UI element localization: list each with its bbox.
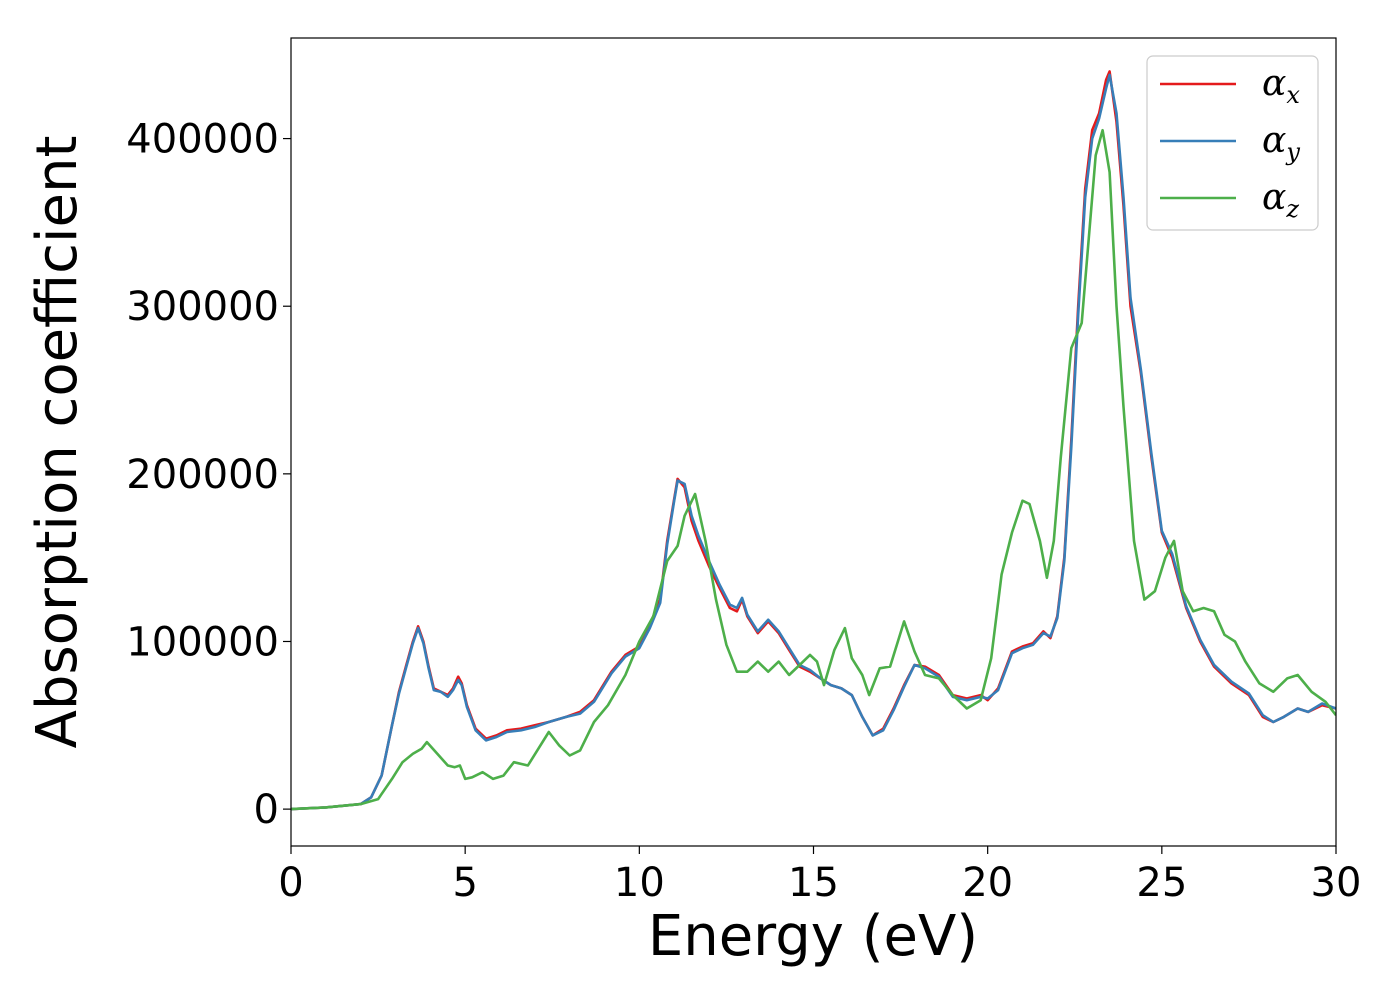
plot-frame: [290, 37, 1337, 847]
legend-label-x: αx: [1262, 63, 1300, 109]
y-tick-label: 100000: [126, 619, 279, 665]
y-tick-label: 200000: [126, 452, 279, 498]
x-tick-label: 20: [962, 860, 1013, 906]
legend-box: [1146, 55, 1319, 231]
x-tick-label: 5: [452, 860, 477, 906]
legend-symbol: α: [1262, 120, 1286, 161]
x-tick-label: 30: [1311, 860, 1362, 906]
legend-subscript: x: [1286, 81, 1300, 109]
plot-lines: [291, 70, 1336, 811]
legend-subscript: y: [1285, 138, 1300, 166]
x-tick-label: 15: [788, 860, 839, 906]
series-line-z: [291, 128, 1336, 811]
x-axis-label: Energy (eV): [648, 904, 978, 969]
x-tick-label: 0: [278, 860, 303, 906]
legend-symbol: α: [1262, 177, 1286, 218]
y-axis-ticks: 0 100000 200000 300000 400000: [126, 117, 291, 833]
legend-subscript: z: [1285, 195, 1299, 223]
legend-label-z: αz: [1262, 177, 1299, 223]
legend-label-y: αy: [1262, 120, 1300, 166]
y-tick-label: 300000: [126, 284, 279, 330]
series-line-y: [291, 73, 1336, 811]
legend-symbol: α: [1262, 63, 1286, 104]
y-tick-label: 0: [254, 787, 279, 833]
x-tick-label: 10: [614, 860, 665, 906]
y-axis-label: Absorption coefficient: [25, 136, 90, 749]
x-axis-ticks: 0 5 10 15 20 25 30: [278, 846, 1361, 906]
y-tick-label: 400000: [126, 117, 279, 163]
x-tick-label: 25: [1136, 860, 1187, 906]
